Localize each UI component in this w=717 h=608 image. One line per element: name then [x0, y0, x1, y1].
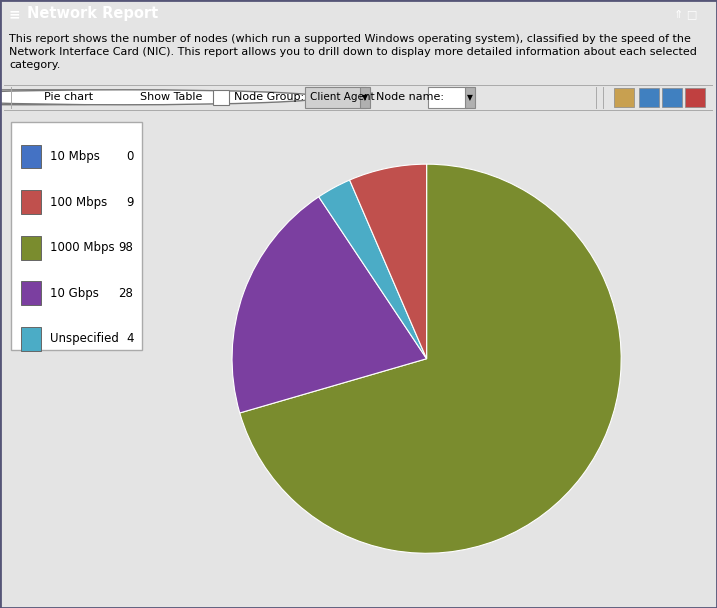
Text: 98: 98	[118, 241, 133, 254]
Text: 0: 0	[126, 150, 133, 163]
Bar	[22, 190, 41, 214]
Text: Pie chart: Pie chart	[44, 92, 93, 102]
Text: Show Table: Show Table	[140, 92, 202, 102]
Text: Unspecified: Unspecified	[49, 333, 118, 345]
Bar	[213, 90, 229, 105]
Bar	[305, 86, 366, 108]
Wedge shape	[232, 197, 427, 413]
Circle shape	[0, 94, 128, 101]
Text: 10 Gbps: 10 Gbps	[49, 287, 99, 300]
Text: 9: 9	[126, 196, 133, 209]
Bar	[22, 327, 41, 351]
Bar	[663, 88, 682, 106]
Text: This report shows the number of nodes (which run a supported Windows operating s: This report shows the number of nodes (w…	[9, 34, 697, 71]
Text: Node Group:: Node Group:	[234, 92, 305, 102]
Text: ⇑ □: ⇑ □	[673, 9, 697, 19]
Bar	[11, 122, 142, 350]
Text: Node name:: Node name:	[376, 92, 444, 102]
Bar	[685, 88, 705, 106]
Text: 100 Mbps: 100 Mbps	[49, 196, 107, 209]
Text: Client Agent: Client Agent	[310, 92, 375, 102]
Text: 10 Mbps: 10 Mbps	[49, 150, 100, 163]
Bar	[22, 282, 41, 305]
Bar	[614, 88, 634, 106]
Circle shape	[0, 90, 227, 105]
Circle shape	[0, 90, 323, 105]
Bar	[465, 86, 475, 108]
Bar	[639, 88, 659, 106]
Text: 4: 4	[126, 333, 133, 345]
Text: ▼: ▼	[362, 93, 368, 102]
Wedge shape	[350, 164, 427, 359]
Text: ≡: ≡	[9, 7, 20, 21]
Text: Network Report: Network Report	[27, 7, 158, 21]
Wedge shape	[319, 180, 427, 359]
Bar	[22, 236, 41, 260]
Bar	[428, 86, 467, 108]
Bar	[22, 145, 41, 168]
Text: 1000 Mbps: 1000 Mbps	[49, 241, 114, 254]
Wedge shape	[239, 164, 621, 553]
Text: 28: 28	[118, 287, 133, 300]
Bar	[360, 86, 370, 108]
Text: ▼: ▼	[467, 93, 473, 102]
